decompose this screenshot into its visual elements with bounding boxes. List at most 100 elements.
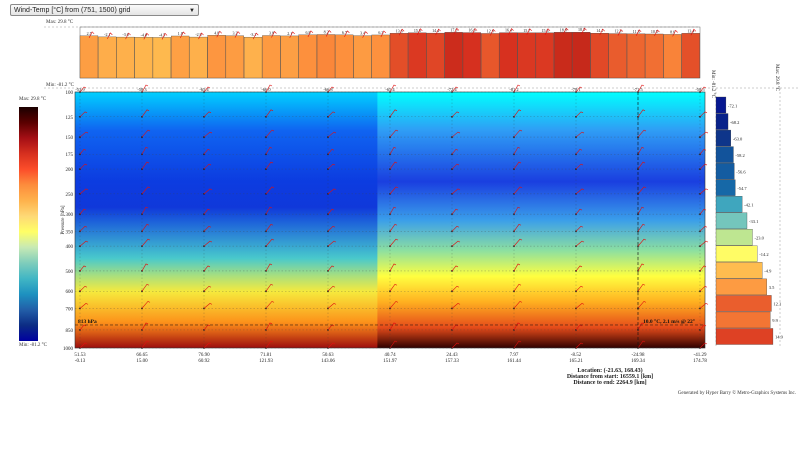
profile-bar (715, 196, 743, 213)
surface-bar-label: 13.6 (396, 28, 403, 33)
profile-bar-label: -14.2 (759, 252, 768, 257)
surface-bar-label: 13.4 (687, 28, 694, 33)
x-tick-label-top: -41.29 (694, 353, 707, 358)
wind-barb (107, 32, 113, 40)
wind-barb (699, 342, 708, 349)
location-readout: Location: (-21.63, 168.43) Distance from… (565, 368, 655, 386)
wind-barb (327, 86, 335, 93)
surface-bar-label: 12.8 (487, 28, 494, 33)
wind-barb (451, 225, 460, 232)
wind-barb (141, 263, 149, 272)
surface-bar-label: 15.7 (523, 28, 530, 33)
wind-barb (575, 240, 585, 247)
wind-barb (513, 263, 521, 272)
surface-bar-label: 18.3 (578, 27, 585, 32)
wind-barb (637, 340, 646, 349)
profile-bar (715, 262, 763, 279)
wind-barb (451, 240, 461, 247)
x-tick-label-bottom: 60.92 (198, 359, 210, 364)
wind-barb (265, 146, 273, 155)
wind-barb (203, 111, 212, 118)
wind-barb (451, 342, 460, 349)
profile-bar-label: -68.2 (730, 120, 739, 125)
chevron-down-icon: ▼ (189, 8, 195, 14)
x-tick-label-top: -8.52 (571, 353, 582, 358)
wind-barb (252, 32, 259, 40)
wind-barb (79, 208, 87, 215)
wind-barb (389, 186, 399, 195)
surface-bar (517, 32, 536, 79)
wind-barb (327, 302, 337, 309)
wind-barb (265, 186, 275, 195)
surface-bar-label: 8.6 (670, 29, 675, 34)
wind-barb (389, 146, 397, 155)
surface-bar-label: -3.0 (122, 32, 128, 37)
wind-barb (451, 208, 459, 215)
wind-barb (699, 302, 709, 309)
surface-bar (116, 36, 135, 79)
wind-barb (637, 129, 647, 138)
surface-bar (371, 34, 390, 79)
x-tick-label-bottom: 157.33 (445, 359, 459, 364)
surface-bar-label: 3.8 (269, 31, 274, 36)
surface-bar (280, 35, 299, 79)
cross-section-plot: 100 125 150 175 200 250 300 350 400 500 600 700 850 1… (61, 84, 709, 364)
top-row-value: -53.9 (75, 87, 85, 92)
wind-barb (389, 283, 398, 292)
profile-bar (715, 162, 735, 180)
wind-barb (513, 129, 523, 138)
wind-barb (79, 86, 87, 93)
wind-barb (88, 31, 95, 38)
wind-barb (79, 148, 87, 155)
wind-barb (581, 27, 587, 35)
x-tick-label-top: 76.90 (198, 353, 210, 358)
wind-barb (327, 225, 336, 232)
top-row-value: -66.0 (261, 87, 271, 92)
x-tick-label-bottom: -0.13 (75, 359, 86, 364)
surface-bar (462, 32, 482, 79)
wind-barb (265, 206, 273, 215)
surface-bar (553, 32, 573, 79)
wind-barb (672, 29, 678, 37)
wind-barb (544, 28, 551, 35)
surface-bar (335, 34, 354, 79)
wind-barb (451, 163, 460, 170)
wind-barb (451, 188, 461, 195)
wind-barb (362, 31, 368, 38)
profile-bar (715, 229, 753, 246)
surface-bar (152, 37, 172, 79)
wind-barb (575, 163, 584, 170)
surface-bar-label: 18.0 (560, 27, 567, 32)
wind-barb (451, 111, 460, 118)
x-tick-label-bottom: 15.00 (136, 359, 148, 364)
wind-barb (389, 206, 397, 215)
variable-dropdown[interactable]: Wind-Temp [°C] from (751, 1500) grid ▼ (10, 4, 199, 16)
wind-barb (327, 131, 337, 138)
wind-barb (575, 225, 584, 232)
x-tick-label-top: 24.43 (446, 353, 458, 358)
surface-bar (243, 36, 263, 79)
wind-barb (575, 148, 583, 155)
profile-bar (715, 129, 731, 147)
surface-bar (444, 32, 463, 79)
wind-barb (389, 84, 397, 93)
surface-bar (681, 33, 700, 79)
wind-barb (699, 225, 708, 232)
profile-bar-label: -4.9 (764, 269, 772, 274)
wind-barb (637, 300, 647, 309)
wind-barb (513, 322, 521, 331)
wind-barb (637, 146, 645, 155)
profile-bar (715, 113, 729, 130)
x-tick-label-top: 51.53 (74, 353, 86, 358)
wind-barb (79, 131, 89, 138)
wind-barb (575, 208, 583, 215)
x-tick-label-bottom: 174.78 (693, 359, 707, 364)
profile-bar-label: -42.1 (744, 202, 753, 207)
surface-bar-label: 16.6 (469, 28, 476, 33)
wind-barb (389, 238, 399, 247)
surface-bar (535, 32, 554, 79)
wind-barb (451, 148, 459, 155)
x-tick-label-top: 71.81 (260, 353, 272, 358)
distance-to-end: Distance to end: 2264.9 [km] (573, 380, 647, 386)
